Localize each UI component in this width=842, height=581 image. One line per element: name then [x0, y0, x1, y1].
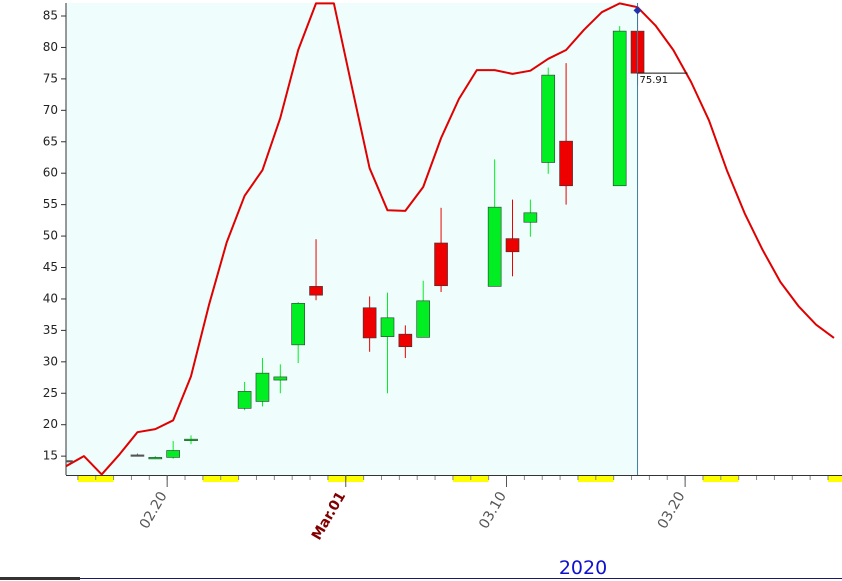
- candle: [487, 159, 502, 287]
- y-tick-label: 40: [43, 291, 58, 305]
- y-tick-label: 70: [43, 103, 58, 117]
- plot-marks: 75.91: [66, 2, 835, 476]
- candle-body: [487, 206, 502, 287]
- candle: [505, 199, 520, 277]
- y-tick-label: 20: [43, 417, 58, 431]
- candle-body: [237, 391, 252, 409]
- weekend-marker: [595, 476, 614, 482]
- y-tick-label: 85: [43, 9, 58, 23]
- trend-line: [66, 2, 835, 476]
- weekend-marker: [345, 476, 364, 482]
- y-tick-label: 80: [43, 40, 58, 54]
- y-tick-label: 45: [43, 260, 58, 274]
- x-tick-label: 02.20: [137, 489, 171, 532]
- crosshair-marker: [633, 6, 642, 15]
- y-tick-label: 50: [43, 229, 58, 243]
- candle: [523, 199, 538, 237]
- candle: [541, 67, 556, 174]
- candle-body: [434, 242, 448, 287]
- y-tick-label: 15: [43, 449, 58, 463]
- candle: [309, 239, 323, 301]
- x-axis-label: 2020: [559, 557, 607, 579]
- candle-body: [505, 238, 520, 253]
- candle-body: [255, 372, 270, 402]
- candle: [148, 456, 163, 460]
- candle-body: [309, 286, 323, 296]
- candle-body: [166, 450, 180, 458]
- candle: [434, 207, 448, 293]
- candle: [362, 296, 377, 352]
- candle-body: [362, 307, 377, 339]
- crosshair-value: 75.91: [640, 75, 669, 86]
- weekend-marker: [220, 476, 239, 482]
- plot-background: [66, 3, 638, 475]
- y-tick-label: 55: [43, 197, 58, 211]
- candle: [291, 302, 305, 364]
- candle-body: [612, 30, 627, 187]
- candle: [130, 453, 145, 457]
- weekend-marker: [828, 476, 842, 482]
- candle: [559, 63, 573, 205]
- candle: [612, 26, 627, 187]
- y-tick-label: 30: [43, 354, 58, 368]
- y-tick-label: 75: [43, 71, 58, 85]
- candle: [380, 292, 395, 394]
- candle-body: [380, 317, 395, 337]
- candle: [398, 325, 413, 359]
- candle: [273, 364, 288, 394]
- candle-body: [148, 457, 163, 460]
- weekend-marker: [577, 476, 596, 482]
- weekend-marker: [720, 476, 739, 482]
- y-tick-label: 35: [43, 323, 58, 337]
- candle-body: [184, 438, 198, 441]
- candle: [66, 459, 73, 463]
- y-tick-label: 60: [43, 166, 58, 180]
- weekend-marker: [702, 476, 721, 482]
- candle-body: [291, 303, 305, 346]
- candle-body: [130, 454, 145, 457]
- candle-body: [66, 460, 73, 463]
- candle-body: [398, 333, 413, 348]
- weekend-marker: [95, 476, 114, 482]
- candle: [237, 381, 252, 411]
- x-tick-label: 03.10: [476, 489, 510, 532]
- weekend-marker: [77, 476, 96, 482]
- candle-body: [273, 376, 288, 381]
- candle: [184, 435, 198, 445]
- weekend-marker: [470, 476, 489, 482]
- x-tick-label: 03.20: [655, 489, 689, 532]
- selection-background: [66, 3, 638, 475]
- candle-body: [523, 212, 538, 223]
- weekend-marker: [327, 476, 346, 482]
- weekend-marker: [452, 476, 471, 482]
- x-tick-label: Mar.01: [309, 489, 349, 543]
- candle: [255, 358, 270, 407]
- weekend-marker: [202, 476, 221, 482]
- candle-body: [416, 300, 431, 338]
- y-tick-label: 25: [43, 386, 58, 400]
- candle: [166, 441, 180, 459]
- candle-body: [559, 140, 573, 187]
- candle-body: [541, 74, 556, 163]
- y-tick-label: 65: [43, 134, 58, 148]
- candle: [416, 280, 431, 338]
